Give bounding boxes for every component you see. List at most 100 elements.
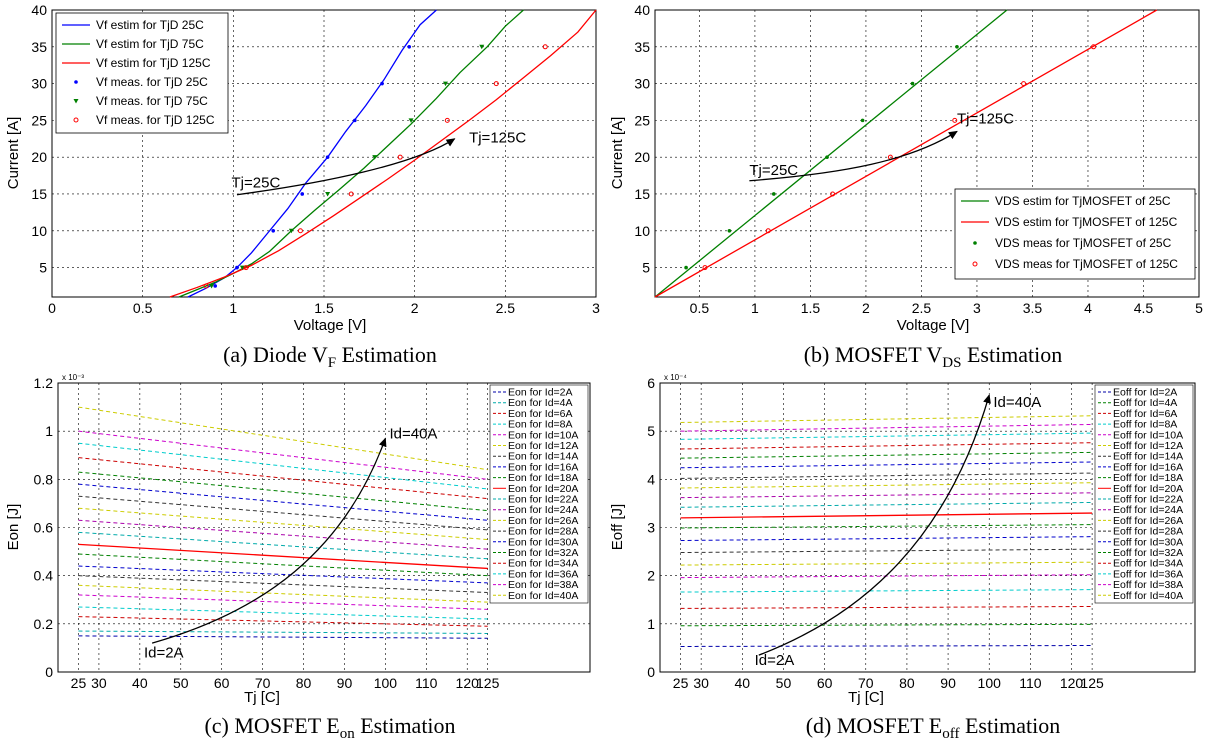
- x-tick-label: 30: [693, 675, 709, 691]
- y-tick-label: 35: [31, 39, 47, 55]
- x-axis-label: Tj [C]: [244, 689, 280, 706]
- series-line: [680, 451, 1093, 459]
- legend-label: Eon for Id=34A: [508, 558, 578, 570]
- chart-mosfet-vds: 0.5 1 1.5 2 2.5 3 3.5 4 4.5 5 5 10 15 20 25 30 35 40 Tj=2…: [609, 2, 1203, 371]
- x-tick-label: 100: [374, 675, 398, 691]
- legend-label: Eon for Id=22A: [508, 494, 578, 506]
- x-tick-label: 2: [862, 300, 870, 316]
- annotations: Tj=25C Tj=125C: [749, 110, 1014, 182]
- annotation-arrow: [236, 138, 456, 196]
- plot-frame: [51, 9, 597, 298]
- data-point: [444, 117, 450, 123]
- x-tick-label: 80: [899, 675, 915, 691]
- series-line: [680, 501, 1093, 508]
- data-point: [771, 192, 776, 196]
- series-line: [78, 483, 488, 521]
- series-line: [654, 9, 1008, 298]
- x-axis-label: Tj [C]: [848, 689, 884, 706]
- x-tick-label: 120: [456, 675, 480, 691]
- data-point: [300, 192, 305, 196]
- annotation-arrow: [151, 437, 387, 644]
- legend-box: [1094, 384, 1194, 604]
- y-exponent-label: x 10⁻³: [62, 373, 84, 382]
- x-tick-label: 5: [1195, 300, 1203, 316]
- y-tick-label: 20: [31, 149, 47, 165]
- y-tick-label: 0.4: [34, 568, 54, 584]
- series-line: [78, 442, 488, 490]
- x-tick-label: 70: [858, 675, 874, 691]
- caption-subscript: on: [340, 726, 356, 742]
- data-point: [727, 228, 732, 233]
- x-tick-label: 50: [173, 675, 189, 691]
- data-point: [407, 44, 412, 49]
- caption-main: (b) MOSFET V: [804, 342, 943, 367]
- series-layer: [78, 406, 488, 639]
- y-tick-label: 6: [647, 375, 655, 391]
- x-tick-label: 3.5: [1023, 300, 1043, 316]
- legend-label: Eon for Id=4A: [508, 397, 573, 409]
- caption-tail: Estimation: [355, 713, 456, 738]
- legend-label: Eoff for Id=40A: [1113, 590, 1183, 602]
- tick-labels: 0.5 1 1.5 2 2.5 3 3.5 4 4.5 5 5 10 15 20 25 30 35 40: [634, 2, 1203, 316]
- legend: Vf estim for TjD 25C Vf estim for TjD 75C…: [55, 12, 229, 134]
- y-tick-label: 0: [647, 664, 655, 680]
- data-point: [765, 228, 771, 234]
- y-tick-label: 5: [642, 260, 650, 276]
- caption-tail: Estimation: [336, 342, 437, 367]
- legend-label: Eon for Id=8A: [508, 419, 573, 431]
- data-point: [297, 228, 303, 234]
- legend-label: Eon for Id=6A: [508, 408, 573, 420]
- y-tick-label: 0.8: [34, 471, 54, 487]
- x-tick-label: 125: [476, 675, 500, 691]
- legend-label: Vf meas. for TjD 75C: [96, 94, 208, 108]
- x-axis-label: Voltage [V]: [897, 317, 970, 334]
- data-point: [955, 44, 959, 49]
- legend-label: Eon for Id=28A: [508, 526, 578, 538]
- series-line: [78, 575, 488, 594]
- legend-label: Vf estim for TjD 75C: [96, 37, 204, 51]
- series-line: [78, 495, 488, 531]
- legend-label: VDS estim for TjMOSFET of 25C: [995, 194, 1171, 208]
- series-line: [680, 492, 1093, 499]
- legend-label: Eon for Id=16A: [508, 461, 578, 473]
- caption-main: (a) Diode V: [223, 342, 328, 367]
- x-tick-label: 2.5: [912, 300, 932, 316]
- legend-label: Eon for Id=10A: [508, 429, 578, 441]
- y-tick-label: 10: [634, 223, 650, 239]
- series-line: [680, 524, 1093, 529]
- x-tick-label: 100: [978, 675, 1002, 691]
- series-line: [78, 531, 488, 560]
- legend-label: Eon for Id=12A: [508, 440, 578, 452]
- annotation-arrow: [749, 130, 958, 182]
- x-tick-label: 50: [776, 675, 792, 691]
- x-tick-label: 80: [296, 675, 312, 691]
- legend-label: Eon for Id=36A: [508, 568, 578, 580]
- x-tick-label: 0.5: [133, 300, 153, 316]
- legend-label: Eoff for Id=38A: [1113, 579, 1183, 591]
- data-point: [952, 117, 958, 123]
- panel-caption: (a) Diode VF Estimation: [223, 342, 437, 371]
- legend-label: Eon for Id=40A: [508, 590, 578, 602]
- data-point: [684, 265, 688, 270]
- data-point: [325, 191, 331, 197]
- y-tick-label: 3: [647, 520, 655, 536]
- x-tick-label: 40: [132, 675, 148, 691]
- x-tick-label: 0.5: [690, 300, 710, 316]
- legend-label: Eoff for Id=34A: [1113, 558, 1183, 570]
- legend-label: Eoff for Id=22A: [1113, 494, 1183, 506]
- legend-label: Vf meas. for TjD 25C: [96, 75, 208, 89]
- legend-label: Eoff for Id=4A: [1113, 397, 1177, 409]
- annotations: Id=2A Id=40A: [755, 394, 1041, 669]
- series-layer: [169, 9, 597, 298]
- legend-label: VDS meas for TjMOSFET of 25C: [995, 236, 1172, 250]
- legend-label: Eon for Id=14A: [508, 451, 578, 463]
- series-line: [178, 9, 524, 298]
- y-tick-label: 1: [647, 616, 655, 632]
- series-line: [78, 543, 488, 570]
